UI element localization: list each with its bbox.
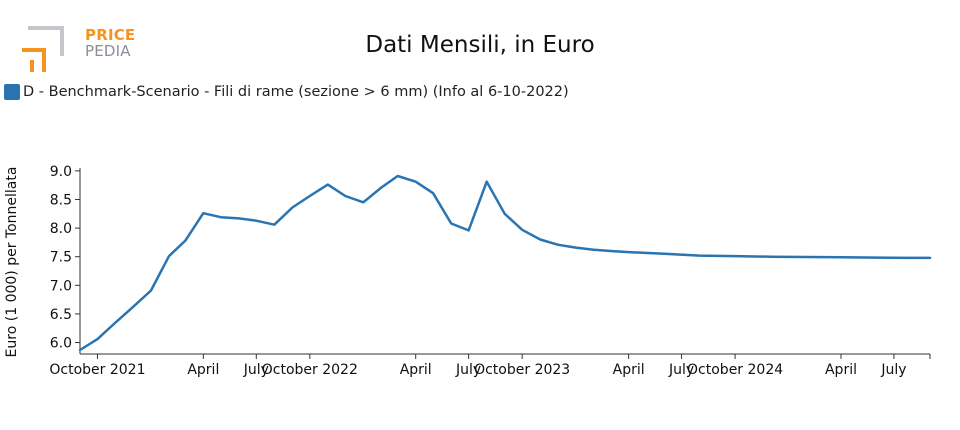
chart-title: Dati Mensili, in Euro [365, 32, 595, 58]
x-tick-label: October 2022 [262, 362, 358, 378]
logo-mark-icon [22, 26, 64, 72]
legend-label: D - Benchmark-Scenario - Fili di rame (s… [23, 84, 569, 100]
legend-swatch [4, 84, 20, 100]
y-axis-title: Euro (1 000) per Tonnellata [4, 167, 20, 358]
x-tick-label: October 2021 [49, 362, 145, 378]
x-tick-label: July [243, 362, 269, 378]
ticks: 6.0 6.5 7.0 7.5 8.0 8.5 9.0 October 2021 April Ju… [49, 164, 931, 378]
y-tick-label: 6.5 [50, 307, 72, 323]
x-tick-label: July [668, 362, 694, 378]
x-tick-label: April [825, 362, 857, 378]
y-tick-label: 7.5 [50, 250, 72, 266]
series-layer [78, 174, 932, 352]
x-tick-label: October 2024 [687, 362, 783, 378]
y-tick-label: 6.0 [50, 336, 72, 352]
pricepedia-logo: PRICE PEDIA [18, 24, 135, 74]
logo-text-bottom: PEDIA [85, 42, 131, 60]
axes [79, 168, 930, 355]
y-tick-label: 7.0 [50, 278, 72, 294]
series-line [78, 174, 932, 352]
x-tick-label: October 2023 [474, 362, 570, 378]
y-tick-label: 9.0 [50, 164, 72, 180]
y-tick-label: 8.5 [50, 192, 72, 208]
x-tick-label: April [400, 362, 432, 378]
x-tick-label: July [880, 362, 906, 378]
x-tick-label: April [613, 362, 645, 378]
legend[interactable]: D - Benchmark-Scenario - Fili di rame (s… [4, 84, 569, 100]
x-tick-label: July [455, 362, 481, 378]
x-tick-label: April [187, 362, 219, 378]
logo-text-top: PRICE [85, 26, 136, 44]
y-tick-label: 8.0 [50, 221, 72, 237]
